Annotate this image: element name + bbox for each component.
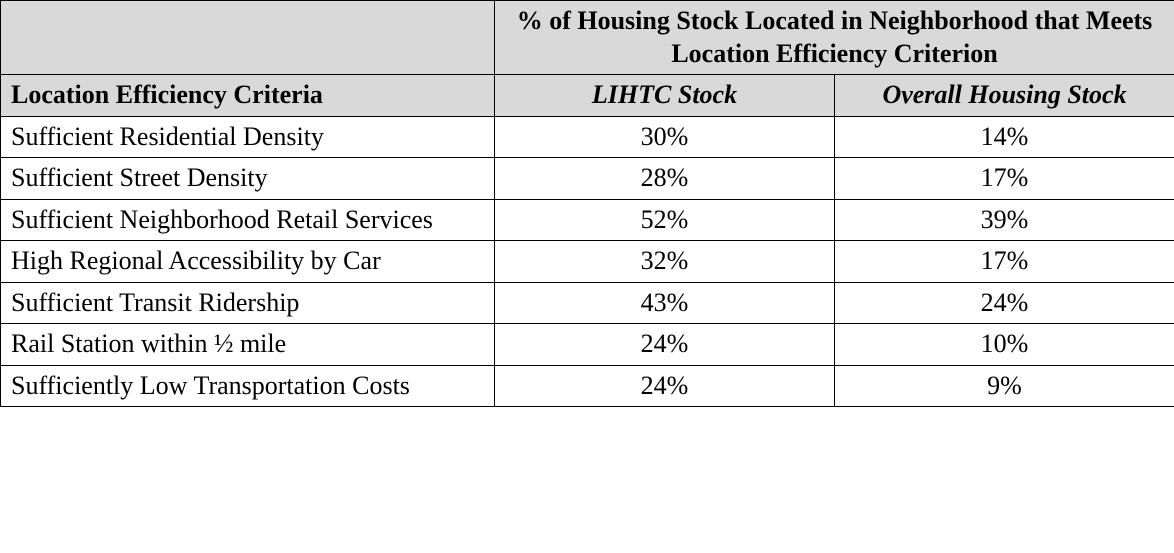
cell-lihtc: 43% xyxy=(495,282,835,324)
efficiency-table: % of Housing Stock Located in Neighborho… xyxy=(0,0,1174,407)
table-row: Sufficient Transit Ridership 43% 24% xyxy=(1,282,1174,324)
header-blank xyxy=(1,1,495,75)
cell-overall: 24% xyxy=(835,282,1174,324)
table-row: Rail Station within ½ mile 24% 10% xyxy=(1,324,1174,366)
cell-lihtc: 24% xyxy=(495,365,835,407)
cell-overall: 17% xyxy=(835,158,1174,200)
cell-overall: 10% xyxy=(835,324,1174,366)
row-label: Sufficient Neighborhood Retail Services xyxy=(1,199,495,241)
row-label: High Regional Accessibility by Car xyxy=(1,241,495,283)
col-lihtc: LIHTC Stock xyxy=(495,75,835,117)
row-label: Sufficiently Low Transportation Costs xyxy=(1,365,495,407)
row-header-title: Location Efficiency Criteria xyxy=(1,75,495,117)
cell-lihtc: 30% xyxy=(495,116,835,158)
cell-lihtc: 28% xyxy=(495,158,835,200)
cell-lihtc: 32% xyxy=(495,241,835,283)
header-row-1: % of Housing Stock Located in Neighborho… xyxy=(1,1,1174,75)
table-row: Sufficient Street Density 28% 17% xyxy=(1,158,1174,200)
cell-overall: 39% xyxy=(835,199,1174,241)
cell-overall: 9% xyxy=(835,365,1174,407)
header-row-2: Location Efficiency Criteria LIHTC Stock… xyxy=(1,75,1174,117)
header-group: % of Housing Stock Located in Neighborho… xyxy=(495,1,1174,75)
cell-overall: 17% xyxy=(835,241,1174,283)
cell-overall: 14% xyxy=(835,116,1174,158)
row-label: Sufficient Street Density xyxy=(1,158,495,200)
row-label: Sufficient Residential Density xyxy=(1,116,495,158)
table-row: Sufficient Residential Density 30% 14% xyxy=(1,116,1174,158)
table-row: Sufficiently Low Transportation Costs 24… xyxy=(1,365,1174,407)
table-row: High Regional Accessibility by Car 32% 1… xyxy=(1,241,1174,283)
cell-lihtc: 24% xyxy=(495,324,835,366)
col-overall: Overall Housing Stock xyxy=(835,75,1174,117)
table-row: Sufficient Neighborhood Retail Services … xyxy=(1,199,1174,241)
row-label: Sufficient Transit Ridership xyxy=(1,282,495,324)
row-label: Rail Station within ½ mile xyxy=(1,324,495,366)
cell-lihtc: 52% xyxy=(495,199,835,241)
